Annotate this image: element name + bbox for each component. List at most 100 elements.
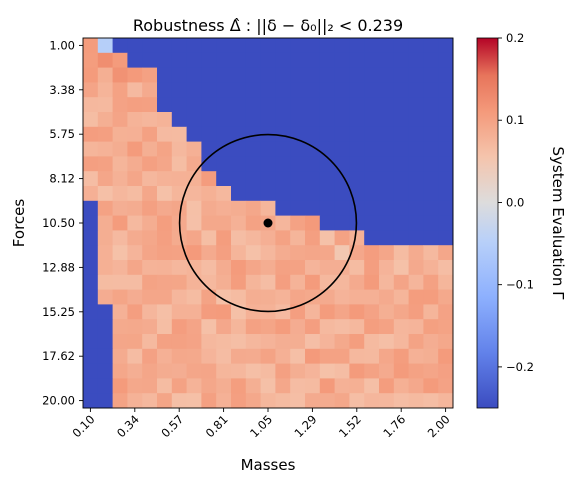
heatmap-cell [438,67,454,83]
heatmap-cell [186,200,202,216]
heatmap-cell [231,112,247,128]
heatmap-cell [260,67,276,83]
x-tick-label: 1.29 [292,412,320,440]
heatmap-cell [142,274,158,290]
heatmap-cell [171,393,187,409]
heatmap-cell [393,378,409,394]
heatmap-cell [305,260,321,276]
heatmap-cell [260,260,276,276]
heatmap-cell [364,289,380,305]
heatmap-cell [319,363,335,379]
heatmap-cell [290,245,306,261]
y-tick-label: 17.62 [42,349,75,363]
colorbar-ticks: 0.2 0.1 0.0 −0.1 −0.2 [498,31,534,374]
heatmap-cell [201,215,217,231]
heatmap-cell [423,126,439,142]
heatmap-cell [364,82,380,98]
heatmap-cell [349,334,365,350]
heatmap-cell [305,378,321,394]
heatmap-cell [349,230,365,246]
heatmap-cell [408,393,424,409]
heatmap-cell [408,67,424,83]
heatmap-cell [364,112,380,128]
heatmap-cell [438,156,454,172]
heatmap-cell [438,82,454,98]
heatmap-cell [290,230,306,246]
heatmap-cell [334,334,350,350]
heatmap-cell [231,289,247,305]
x-tick-label: 0.34 [114,412,142,440]
heatmap-cell [393,200,409,216]
heatmap-cell [290,289,306,305]
heatmap-cell [305,156,321,172]
heatmap-cell [231,245,247,261]
heatmap-cell [393,141,409,157]
heatmap-cell [231,200,247,216]
heatmap-cell [290,393,306,409]
heatmap-cell [83,97,99,113]
heatmap-cell [305,215,321,231]
heatmap-cell [408,97,424,113]
heatmap-cell [393,334,409,350]
heatmap-cell [142,260,158,276]
heatmap-cell [97,141,113,157]
heatmap-cell [290,274,306,290]
heatmap-cell [142,230,158,246]
heatmap-cell [260,274,276,290]
heatmap-cell [319,82,335,98]
heatmap-cell [83,319,99,335]
heatmap-cell [171,82,187,98]
heatmap-cell [334,378,350,394]
heatmap-cell [157,304,173,320]
heatmap-cell [275,186,291,202]
heatmap-cell [245,186,261,202]
heatmap-cell [245,200,261,216]
colorbar-label: System Evaluation Γ [549,147,567,301]
heatmap-cell [245,215,261,231]
heatmap-cell [171,200,187,216]
heatmap-cell [83,274,99,290]
heatmap-cell [112,200,128,216]
heatmap-cell [171,319,187,335]
heatmap-cell [186,126,202,142]
heatmap-cell [275,319,291,335]
heatmap-cell [97,260,113,276]
heatmap-cell [393,393,409,409]
heatmap-cell [216,304,232,320]
heatmap-cell [438,230,454,246]
heatmap-cell [438,289,454,305]
heatmap-cell [290,52,306,68]
heatmap-cell [97,171,113,187]
heatmap-cell [364,141,380,157]
heatmap-cell [334,245,350,261]
heatmap-cell [275,156,291,172]
heatmap-cell [231,67,247,83]
heatmap-cell [112,319,128,335]
heatmap-cell [379,171,395,187]
heatmap-cell [423,274,439,290]
heatmap-cell [334,97,350,113]
heatmap-cell [245,393,261,409]
heatmap-cell [186,52,202,68]
heatmap-cell [319,67,335,83]
heatmap-cell [290,38,306,54]
heatmap-cell [393,97,409,113]
heatmap-cell [97,112,113,128]
heatmap-cell [438,141,454,157]
heatmap-cell [364,186,380,202]
heatmap-cell [201,52,217,68]
heatmap-cell [275,112,291,128]
heatmap-cell [319,334,335,350]
heatmap-cell [171,141,187,157]
heatmap-cell [319,230,335,246]
heatmap-cell [127,393,143,409]
heatmap-cell [186,393,202,409]
heatmap-cell [216,112,232,128]
heatmap-cell [379,52,395,68]
heatmap-cell [157,274,173,290]
heatmap-cell [201,348,217,364]
heatmap-cell [275,215,291,231]
heatmap-cell [408,186,424,202]
heatmap-cell [438,319,454,335]
heatmap-cell [112,274,128,290]
